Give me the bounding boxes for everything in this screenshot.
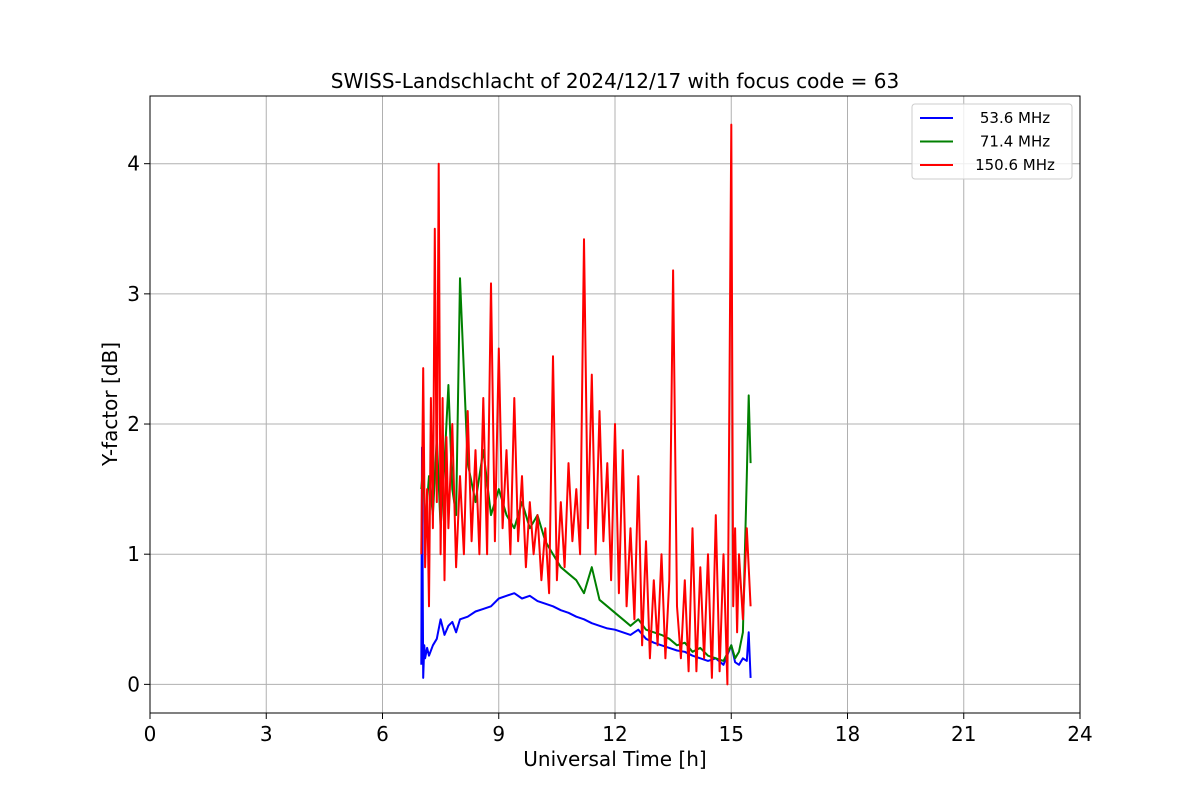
y-tick-label: 1: [127, 542, 140, 566]
series-line: [420, 446, 752, 679]
x-tick-label: 12: [602, 722, 627, 746]
x-tick-label: 3: [260, 722, 273, 746]
chart-title: SWISS-Landschlacht of 2024/12/17 with fo…: [331, 69, 899, 93]
x-tick-label: 18: [835, 722, 860, 746]
series-layer: [420, 123, 752, 686]
y-tick-label: 2: [127, 412, 140, 436]
y-tick-label: 3: [127, 282, 140, 306]
x-tick-label: 0: [144, 722, 157, 746]
legend-box: [911, 103, 1073, 180]
legend: 53.6 MHz 71.4 MHz 150.6 MHz: [911, 103, 1073, 180]
y-tick-label: 0: [127, 672, 140, 696]
series-line: [420, 123, 752, 686]
y-axis-label: Y-factor [dB]: [98, 342, 122, 467]
legend-label: 71.4 MHz: [980, 133, 1050, 151]
x-tick-label: 24: [1067, 722, 1092, 746]
x-tick-label: 15: [719, 722, 744, 746]
legend-label: 150.6 MHz: [975, 156, 1055, 174]
x-tick-label: 6: [376, 722, 389, 746]
y-tick-label: 4: [127, 152, 140, 176]
x-tick-label: 21: [951, 722, 976, 746]
grid: [149, 96, 1081, 713]
legend-label: 53.6 MHz: [980, 109, 1050, 127]
x-tick-label: 9: [492, 722, 505, 746]
x-axis-label: Universal Time [h]: [523, 747, 706, 771]
